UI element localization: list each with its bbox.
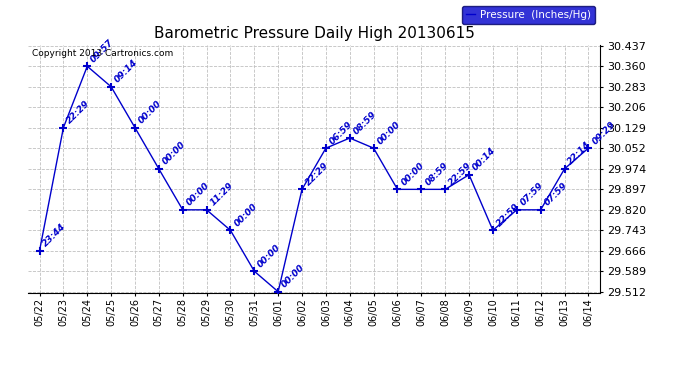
Text: 07:59: 07:59 (542, 181, 569, 208)
Text: 00:00: 00:00 (375, 119, 402, 146)
Text: 00:00: 00:00 (161, 140, 188, 167)
Text: 00:00: 00:00 (256, 243, 283, 269)
Title: Barometric Pressure Daily High 20130615: Barometric Pressure Daily High 20130615 (153, 26, 475, 41)
Text: 09:57: 09:57 (89, 38, 116, 64)
Text: 23:44: 23:44 (41, 222, 68, 249)
Text: 22:29: 22:29 (66, 99, 92, 126)
Text: 00:00: 00:00 (280, 263, 306, 290)
Text: 11:29: 11:29 (208, 181, 235, 208)
Text: 08:59: 08:59 (352, 110, 378, 136)
Text: Copyright 2013 Cartronics.com: Copyright 2013 Cartronics.com (32, 49, 174, 58)
Text: 09:29: 09:29 (590, 119, 617, 146)
Text: 07:59: 07:59 (519, 181, 545, 208)
Text: 06:59: 06:59 (328, 119, 355, 146)
Text: 08:59: 08:59 (423, 160, 450, 187)
Legend: Pressure  (Inches/Hg): Pressure (Inches/Hg) (462, 6, 595, 24)
Text: 22:59: 22:59 (447, 160, 474, 187)
Text: 00:00: 00:00 (185, 181, 211, 208)
Text: 22:14: 22:14 (566, 140, 593, 167)
Text: 00:00: 00:00 (137, 99, 164, 126)
Text: 00:00: 00:00 (400, 160, 426, 187)
Text: 22:59: 22:59 (495, 201, 522, 228)
Text: 00:14: 00:14 (471, 146, 497, 172)
Text: 09:14: 09:14 (113, 58, 139, 85)
Text: 22:29: 22:29 (304, 160, 331, 187)
Text: 00:00: 00:00 (233, 201, 259, 228)
